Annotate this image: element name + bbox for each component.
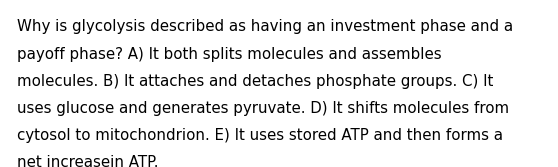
Text: payoff phase? A) It both splits molecules and assembles: payoff phase? A) It both splits molecule… — [17, 47, 441, 61]
Text: net increasein ATP.: net increasein ATP. — [17, 155, 158, 167]
Text: Why is glycolysis described as having an investment phase and a: Why is glycolysis described as having an… — [17, 19, 513, 34]
Text: uses glucose and generates pyruvate. D) It shifts molecules from: uses glucose and generates pyruvate. D) … — [17, 101, 509, 116]
Text: molecules. B) It attaches and detaches phosphate groups. C) It: molecules. B) It attaches and detaches p… — [17, 74, 493, 89]
Text: cytosol to mitochondrion. E) It uses stored ATP and then forms a: cytosol to mitochondrion. E) It uses sto… — [17, 128, 503, 143]
